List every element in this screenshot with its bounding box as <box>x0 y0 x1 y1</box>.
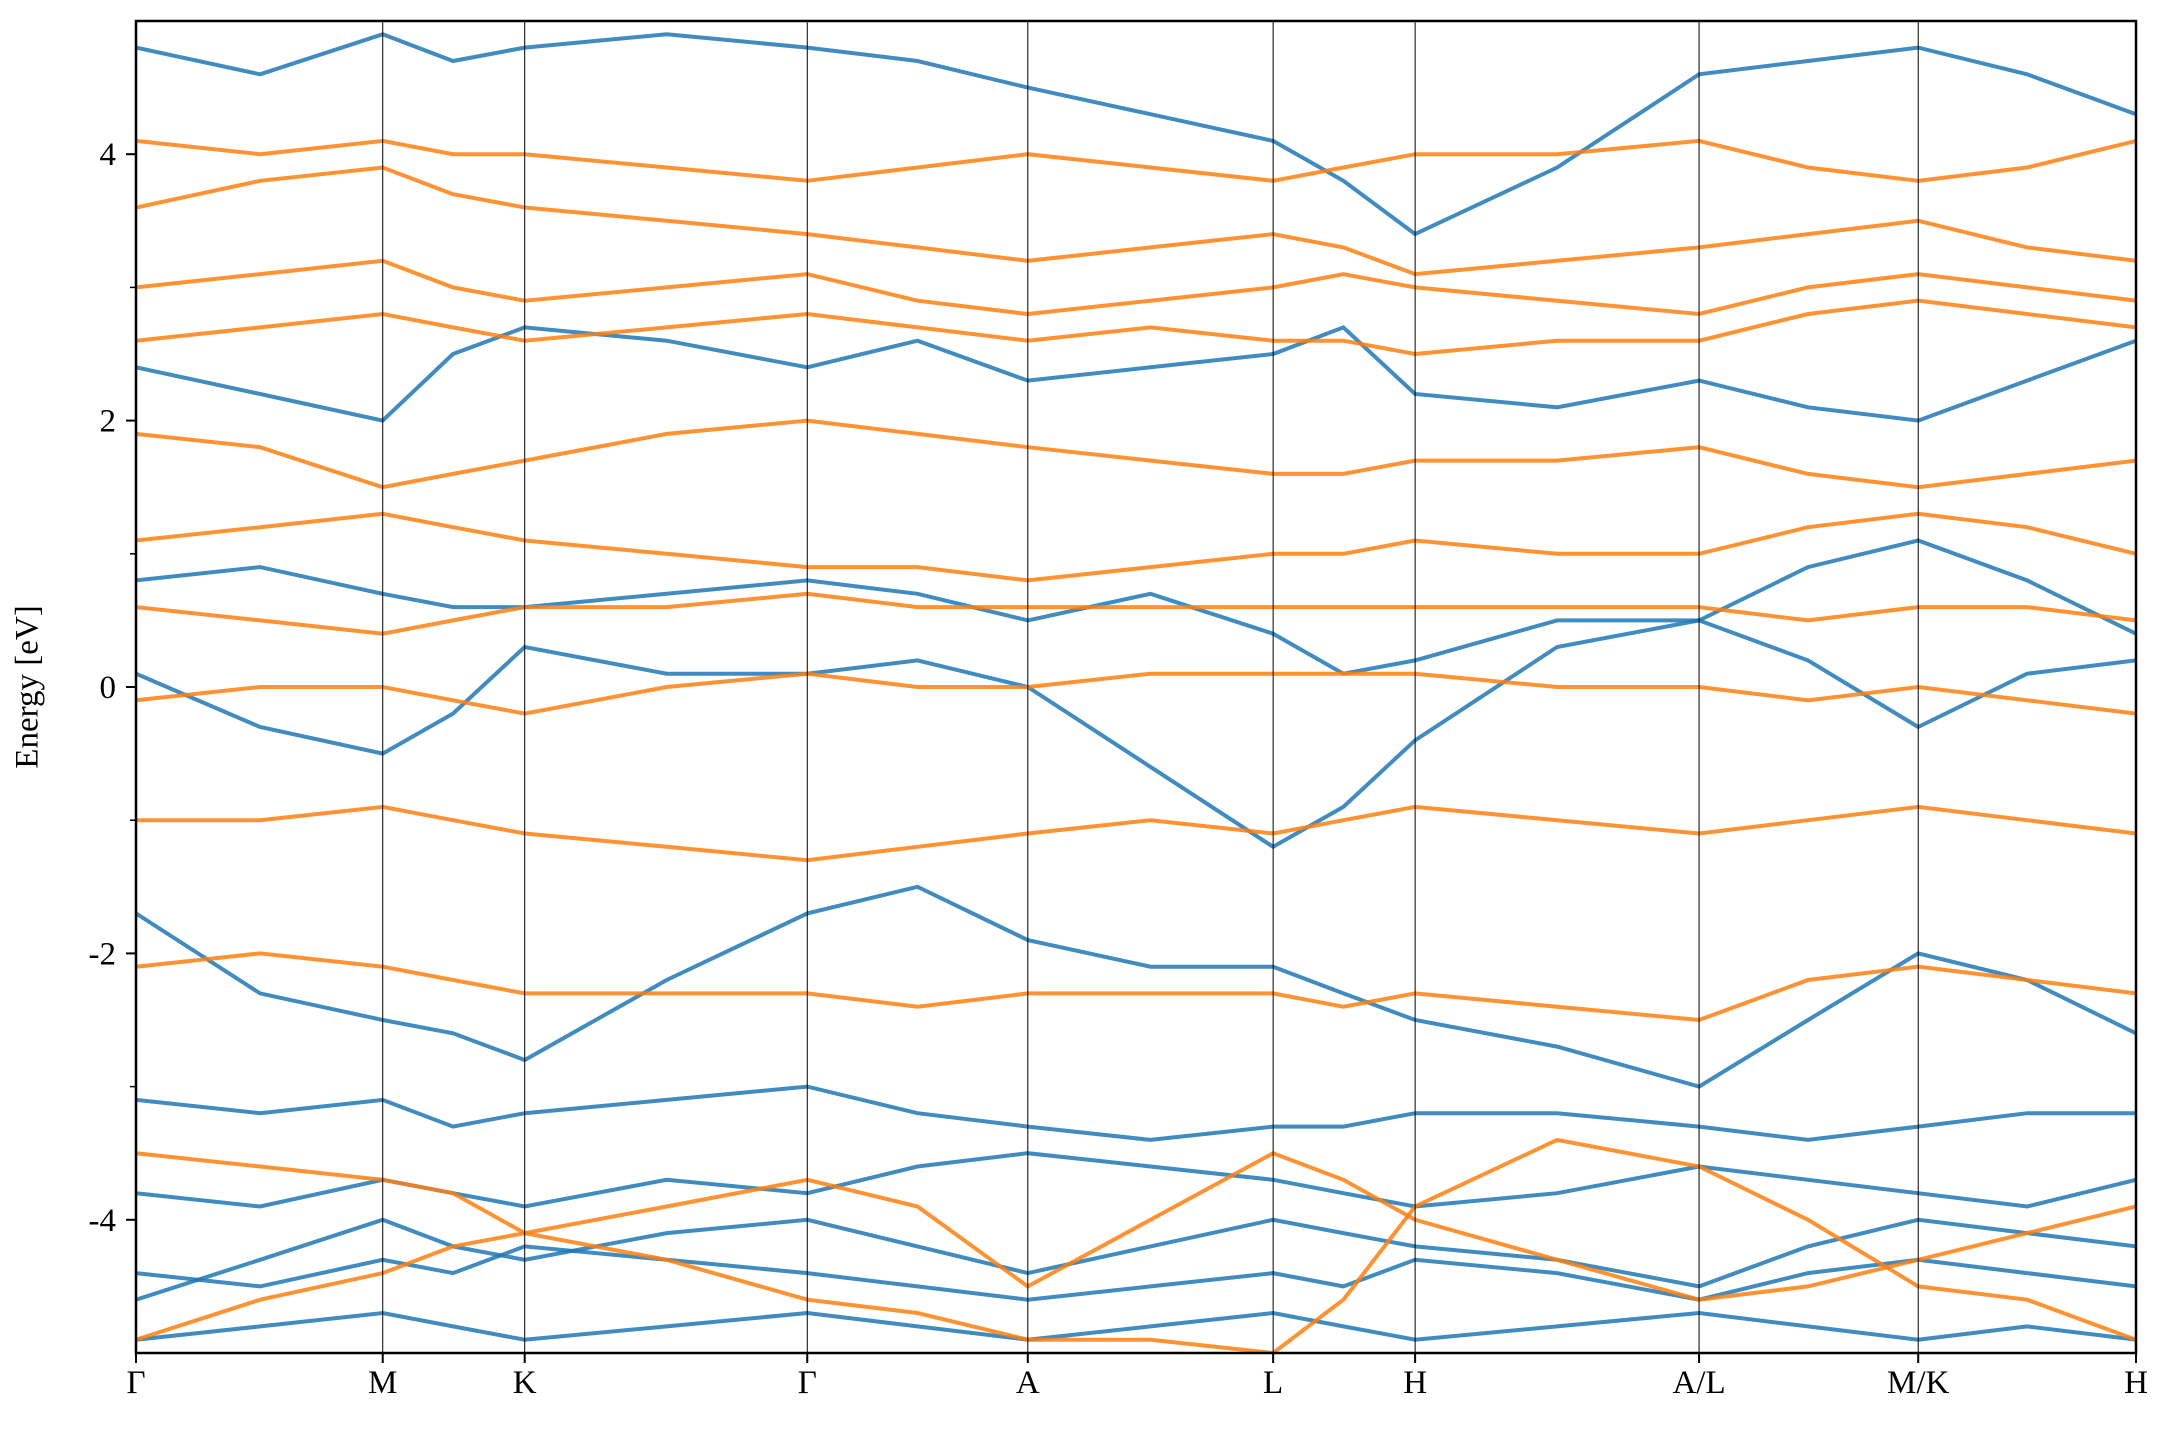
y-tick-label: 2 <box>100 404 117 440</box>
band-line <box>136 1084 2136 1142</box>
x-tick-label: A <box>1016 1365 1040 1401</box>
band-line <box>136 591 2136 636</box>
band-line <box>136 165 2136 277</box>
band-line <box>136 538 2136 676</box>
x-tick-label: H <box>2124 1365 2148 1401</box>
band-line <box>136 884 2136 1089</box>
x-tick-label: H <box>1403 1365 1427 1401</box>
x-tick-label: M <box>368 1365 397 1401</box>
band-line <box>136 804 2136 863</box>
y-tick-label: 4 <box>100 137 117 173</box>
band-line <box>136 511 2136 583</box>
y-tick-label: -2 <box>89 936 117 972</box>
band-line <box>136 418 2136 490</box>
x-tick-label: L <box>1263 1365 1283 1401</box>
band-line <box>136 1151 2136 1209</box>
band-line <box>136 258 2136 317</box>
y-tick-label: -4 <box>89 1203 117 1239</box>
band-line <box>136 32 2136 237</box>
x-tick-label: M/K <box>1887 1365 1950 1401</box>
band-line <box>136 325 2136 423</box>
x-tick-label: A/L <box>1672 1365 1725 1401</box>
band-line <box>136 298 2136 357</box>
band-line <box>136 1310 2136 1342</box>
band-line <box>136 618 2136 850</box>
band-line <box>136 671 2136 716</box>
band-line <box>136 1244 2136 1302</box>
x-tick-label: Γ <box>126 1365 145 1401</box>
y-tick-label: 0 <box>100 670 117 706</box>
x-tick-label: K <box>513 1365 537 1401</box>
band-line <box>136 1137 2136 1353</box>
band-line <box>136 951 2136 1023</box>
y-axis-label: Energy [eV] <box>10 605 46 768</box>
band-line <box>136 138 2136 183</box>
plot-frame <box>134 19 2138 1355</box>
x-tick-label: Γ <box>798 1365 817 1401</box>
band-line <box>136 1151 2136 1302</box>
